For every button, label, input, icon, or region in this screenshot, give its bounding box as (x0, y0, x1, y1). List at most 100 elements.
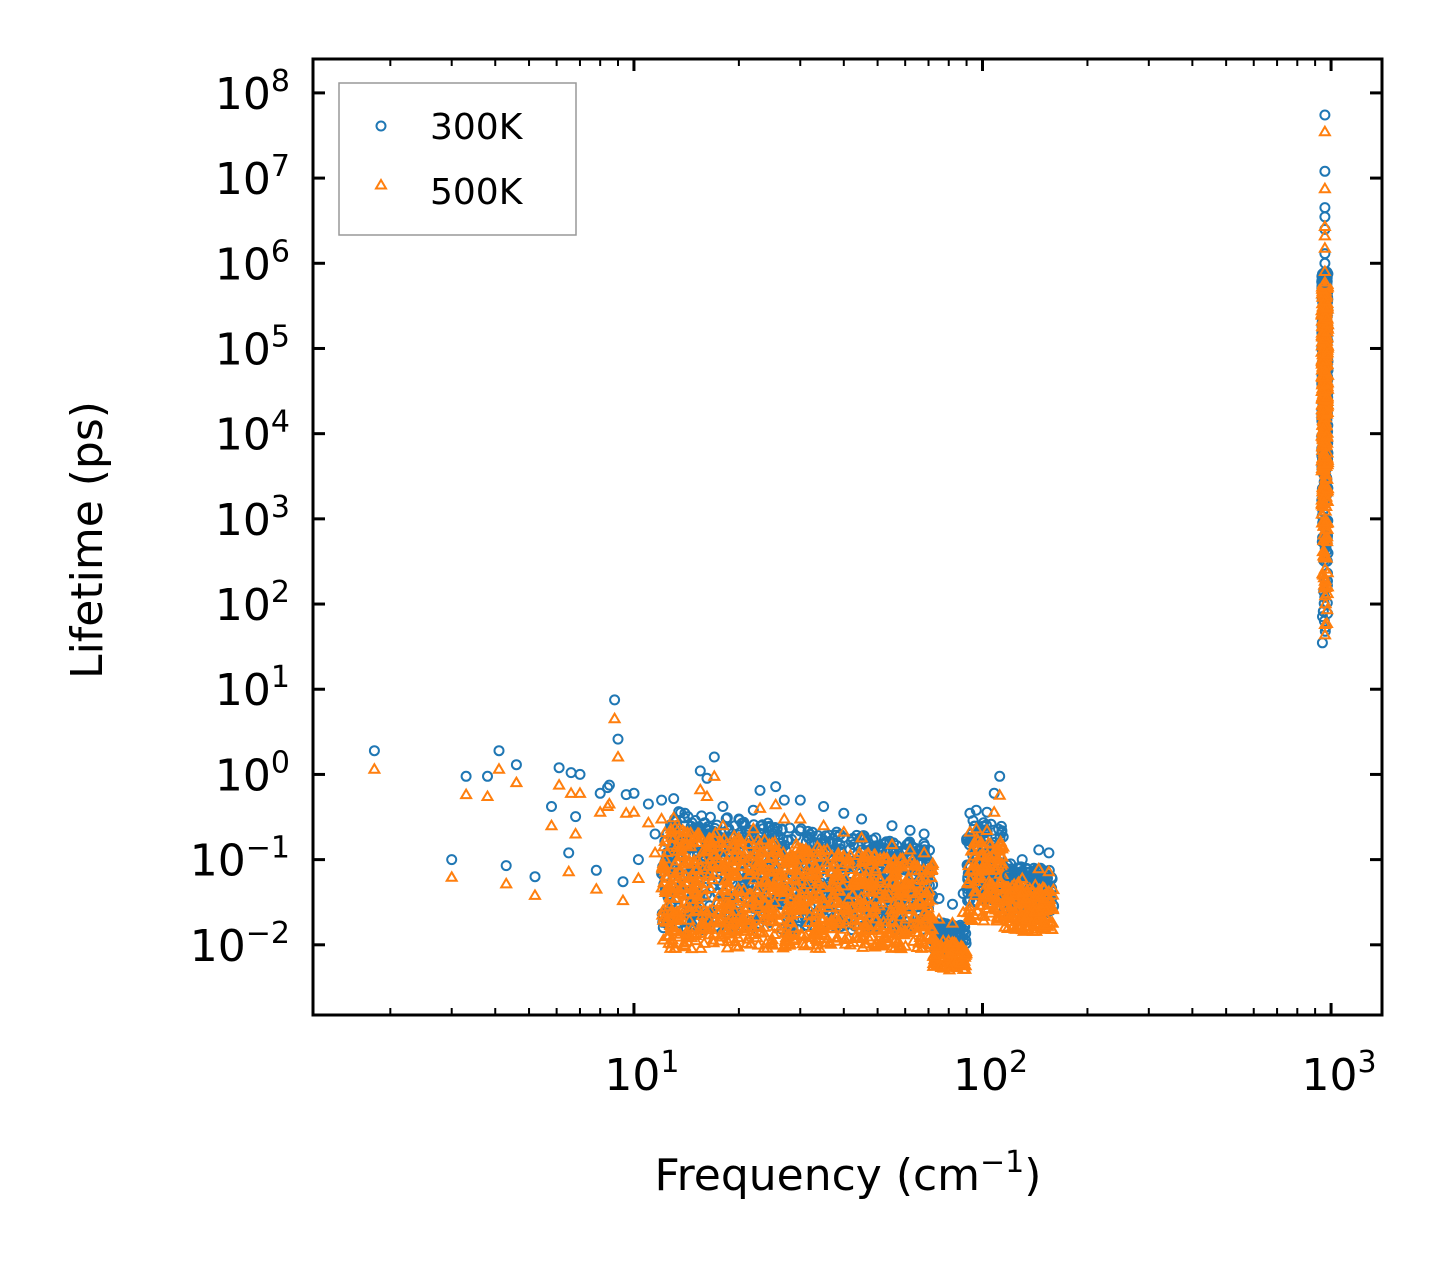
point-500k (752, 890, 767, 903)
point-300k (510, 759, 522, 771)
point-500k (670, 844, 685, 856)
point-500k (1320, 300, 1334, 312)
y-tick-exp: 2 (271, 575, 290, 610)
point-500k (893, 938, 907, 950)
x-axis-title: Frequency (cm−1) (655, 1145, 1042, 1201)
point-300k (823, 829, 835, 841)
point-500k (974, 834, 988, 847)
y-tick-base: 10 (215, 495, 271, 546)
point-500k (991, 895, 1006, 907)
point-500k (878, 929, 893, 941)
point-300k (701, 772, 713, 784)
y-tick-exp: 7 (271, 149, 290, 184)
point-500k (673, 865, 687, 878)
point-500k (1321, 455, 1335, 468)
point-500k (971, 833, 985, 846)
point-500k (891, 894, 906, 907)
y-tick-exp: 8 (271, 64, 290, 99)
point-500k (552, 778, 566, 790)
point-500k (787, 852, 802, 865)
y-tick-exp: 6 (271, 234, 290, 269)
point-500k (724, 922, 739, 935)
point-500k (713, 929, 728, 942)
point-500k (937, 946, 951, 958)
point-300k (818, 801, 830, 812)
point-500k (607, 711, 622, 724)
point-500k (1317, 370, 1331, 382)
point-500k (839, 871, 853, 883)
point-500k (679, 899, 694, 912)
point-500k (717, 882, 732, 894)
point-500k (843, 937, 857, 950)
point-500k (1036, 880, 1050, 893)
point-300k (563, 847, 575, 859)
point-500k (874, 934, 888, 947)
point-500k (444, 870, 459, 882)
y-tick-base: 10 (215, 154, 271, 205)
point-300k (1031, 864, 1043, 876)
point-500k (827, 855, 841, 868)
point-500k (573, 786, 587, 798)
point-500k (782, 878, 796, 891)
point-500k (1032, 861, 1046, 874)
point-500k (733, 849, 748, 861)
point-500k (991, 909, 1006, 922)
point-500k (716, 847, 731, 860)
point-500k (981, 836, 996, 848)
point-500k (699, 876, 713, 888)
point-500k (1039, 903, 1053, 916)
point-500k (956, 962, 971, 974)
point-500k (1316, 422, 1331, 434)
point-500k (768, 797, 783, 810)
point-500k (720, 887, 735, 899)
point-500k (713, 914, 728, 927)
point-300k (856, 813, 868, 825)
legend-marker-300k (375, 120, 387, 132)
point-500k (964, 864, 978, 876)
point-500k (906, 921, 921, 933)
y-tick-base: 10 (190, 836, 246, 887)
point-500k (760, 890, 775, 902)
point-300k (570, 811, 582, 823)
point-500k (838, 932, 852, 945)
point-500k (876, 915, 891, 927)
point-500k (1315, 282, 1329, 294)
point-500k (865, 885, 879, 897)
point-500k (832, 915, 847, 927)
point-500k (827, 894, 841, 907)
point-500k (835, 859, 850, 872)
point-500k (857, 874, 871, 887)
point-300k (682, 811, 694, 823)
point-500k (749, 882, 763, 895)
point-500k (1315, 384, 1329, 397)
point-300k (886, 820, 898, 832)
point-500k (697, 903, 712, 916)
point-500k (761, 909, 776, 922)
point-500k (987, 805, 1001, 817)
point-500k (694, 941, 708, 953)
point-500k (1000, 921, 1015, 934)
point-500k (1315, 566, 1330, 579)
point-500k (1318, 124, 1332, 137)
point-500k (702, 834, 716, 846)
point-500k (746, 923, 760, 935)
point-500k (993, 875, 1007, 888)
point-500k (925, 911, 940, 923)
point-500k (1318, 522, 1333, 535)
point-500k (894, 859, 909, 872)
point-500k (855, 929, 870, 941)
point-500k (848, 907, 862, 919)
point-500k (780, 904, 794, 916)
point-500k (737, 913, 752, 925)
point-500k (837, 825, 851, 837)
point-500k (896, 885, 910, 897)
point-500k (1032, 882, 1047, 895)
point-500k (779, 852, 793, 865)
point-300k (529, 871, 541, 883)
point-500k (1320, 436, 1334, 448)
point-500k (1316, 515, 1331, 527)
point-500k (732, 830, 746, 843)
point-500k (992, 902, 1006, 915)
point-500k (795, 842, 810, 854)
